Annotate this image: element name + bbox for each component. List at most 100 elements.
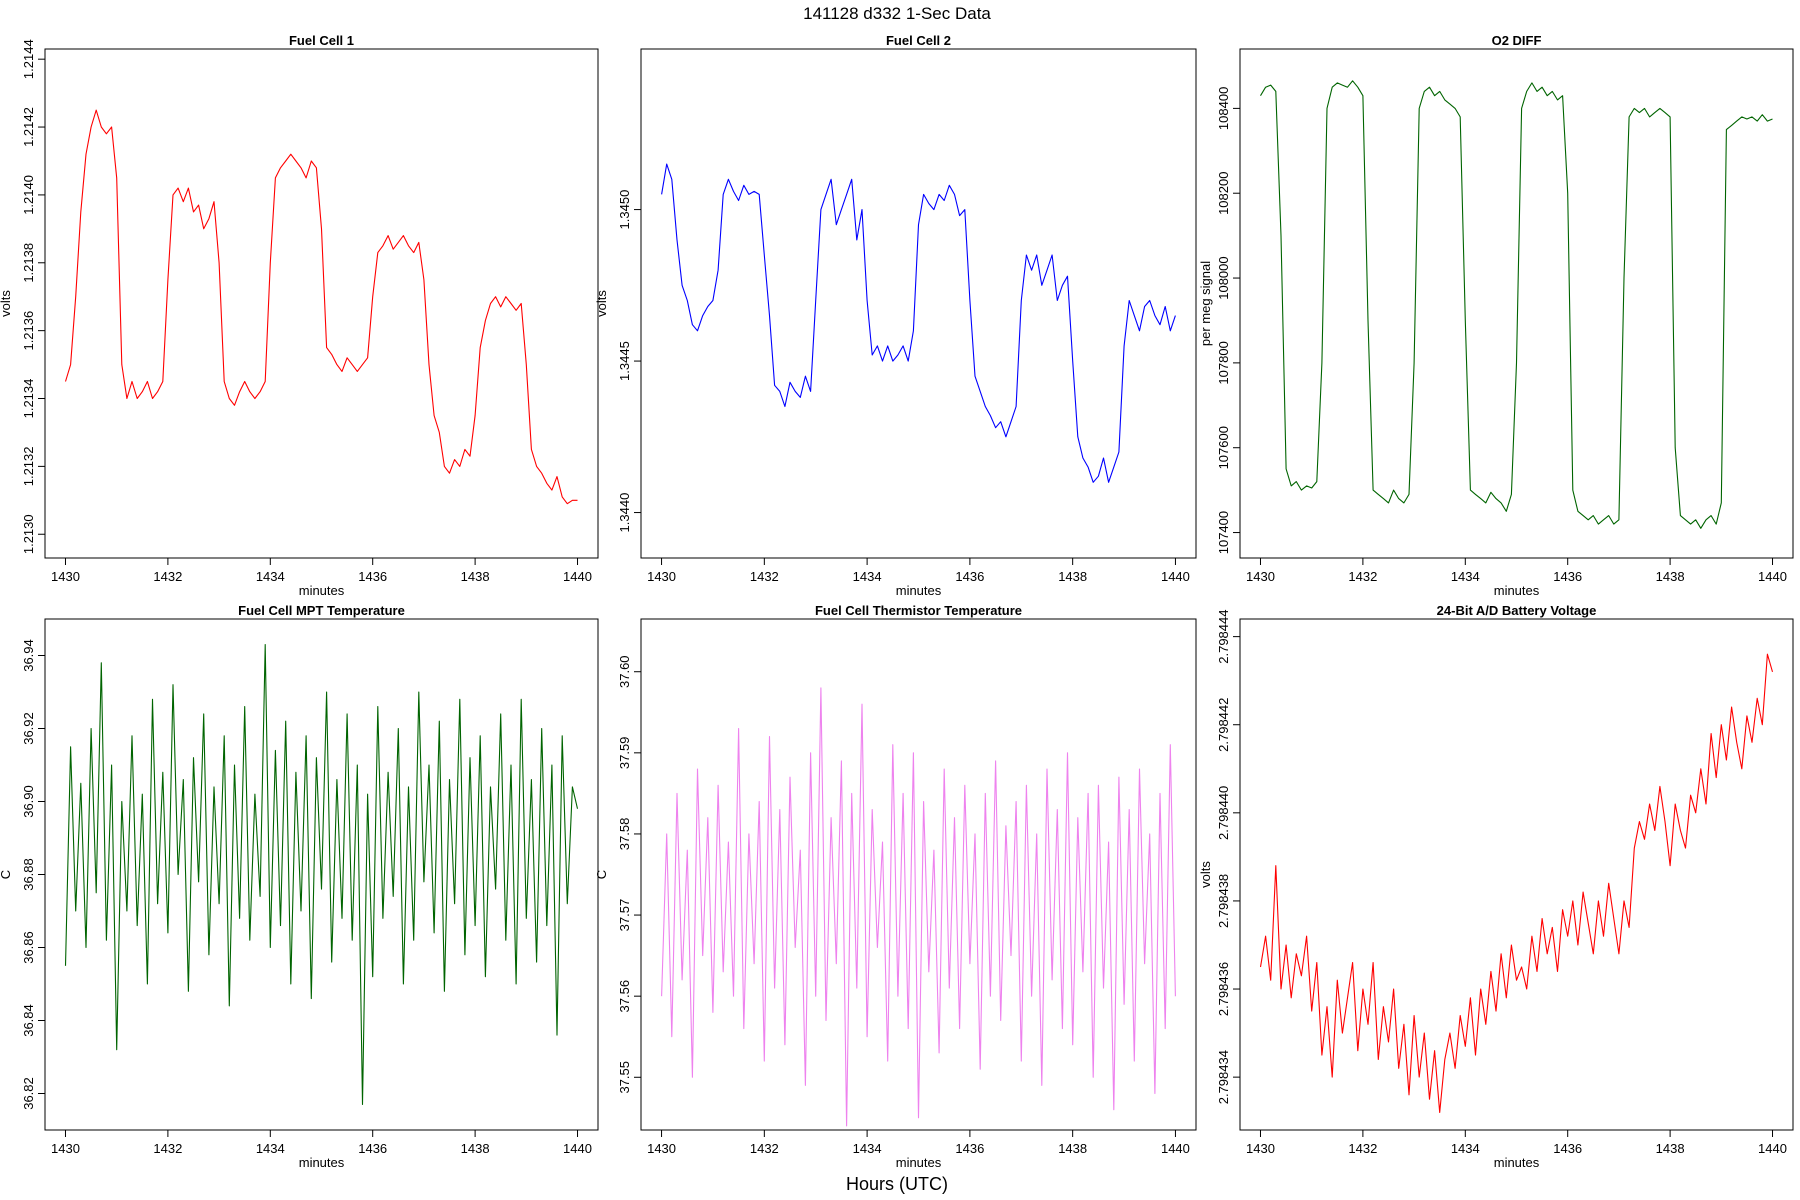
y-tick-label: 1.3440: [617, 493, 632, 533]
panel-title: Fuel Cell MPT Temperature: [238, 603, 405, 618]
x-tick-label: 1430: [1246, 569, 1275, 584]
y-tick-label: 108200: [1216, 172, 1231, 215]
x-tick-label: 1440: [563, 1141, 592, 1156]
plot-frame: [640, 48, 1197, 559]
panel-grid: Fuel Cell 1 1430 1432 1434 1436 1438 1440 minut…: [0, 33, 1794, 1170]
x-axis-label: minutes: [896, 583, 942, 598]
y-axis-label: per meg signal: [1198, 261, 1213, 346]
y-tick-label: 1.2130: [21, 514, 36, 554]
y-tick-label: 2.798442: [1216, 698, 1231, 752]
x-tick-label: 1434: [1451, 569, 1480, 584]
y-tick-label: 1.2136: [21, 311, 36, 351]
y-tick-label: 2.798434: [1216, 1050, 1231, 1104]
x-tick-label: 1434: [256, 569, 285, 584]
plot-frame: [640, 618, 1197, 1131]
y-tick-label: 37.58: [617, 818, 632, 851]
x-axis-label: minutes: [1494, 1155, 1540, 1170]
x-axis-label: minutes: [1494, 583, 1540, 598]
x-axis-label: minutes: [299, 583, 345, 598]
y-tick-label: 2.798438: [1216, 874, 1231, 928]
panel-therm: Fuel Cell Thermistor Temperature 1430 1432…: [594, 603, 1197, 1170]
y-tick-label: 37.55: [617, 1061, 632, 1094]
y-tick-label: 2.798444: [1216, 610, 1231, 664]
x-tick-label: 1438: [1656, 569, 1685, 584]
series-line: [1259, 653, 1774, 1113]
x-axis-label: minutes: [299, 1155, 345, 1170]
y-tick-label: 36.94: [21, 639, 36, 672]
x-tick-label: 1432: [153, 569, 182, 584]
x-tick-label: 1440: [1161, 1141, 1190, 1156]
plot-frame: [1239, 48, 1794, 559]
x-tick-label: 1438: [461, 1141, 490, 1156]
y-tick-label: 36.84: [21, 1004, 36, 1037]
x-tick-label: 1436: [358, 1141, 387, 1156]
series-line: [1260, 80, 1773, 529]
figure-xlabel: Hours (UTC): [846, 1174, 948, 1194]
y-tick-label: 37.57: [617, 899, 632, 932]
y-tick-label: 36.86: [21, 931, 36, 964]
y-axis-label: volts: [0, 290, 13, 317]
y-tick-label: 1.2144: [21, 39, 36, 79]
y-tick-label: 108400: [1216, 87, 1231, 130]
x-tick-label: 1432: [750, 1141, 779, 1156]
panel-mpt: Fuel Cell MPT Temperature 1430 1432 1434 143…: [0, 603, 599, 1170]
x-tick-label: 1438: [461, 569, 490, 584]
y-tick-label: 1.3450: [617, 190, 632, 230]
series-line: [661, 163, 1176, 483]
panel-fc2: Fuel Cell 2 1430 1432 1434 1436 1438 1440 minut…: [594, 33, 1197, 598]
x-tick-label: 1436: [955, 1141, 984, 1156]
panel-fc1: Fuel Cell 1 1430 1432 1434 1436 1438 1440 minut…: [0, 33, 599, 598]
x-tick-label: 1434: [853, 569, 882, 584]
x-tick-label: 1440: [1161, 569, 1190, 584]
x-tick-label: 1434: [256, 1141, 285, 1156]
x-tick-label: 1434: [1451, 1141, 1480, 1156]
y-tick-label: 36.92: [21, 712, 36, 745]
x-tick-label: 1432: [153, 1141, 182, 1156]
y-tick-label: 2.798436: [1216, 962, 1231, 1016]
x-tick-label: 1430: [1246, 1141, 1275, 1156]
y-tick-label: 2.798440: [1216, 786, 1231, 840]
x-axis-label: minutes: [896, 1155, 942, 1170]
y-tick-label: 1.2142: [21, 107, 36, 147]
x-tick-label: 1432: [750, 569, 779, 584]
y-tick-label: 37.56: [617, 980, 632, 1013]
y-axis-label: volts: [1198, 861, 1213, 888]
x-tick-label: 1436: [358, 569, 387, 584]
y-tick-label: 1.3445: [617, 341, 632, 381]
y-tick-label: 108000: [1216, 256, 1231, 299]
panel-title: Fuel Cell 2: [886, 33, 951, 48]
y-tick-label: 1.2138: [21, 243, 36, 283]
series-line: [64, 644, 579, 1106]
y-tick-label: 37.59: [617, 737, 632, 770]
panel-o2: O2 DIFF 1430 1432 1434 1436 1438 1440 minutes 10…: [1198, 33, 1794, 598]
panel-title: O2 DIFF: [1492, 33, 1542, 48]
y-tick-label: 37.60: [617, 655, 632, 688]
panel-title: 24-Bit A/D Battery Voltage: [1437, 603, 1597, 618]
x-tick-label: 1430: [51, 1141, 80, 1156]
x-tick-label: 1436: [955, 569, 984, 584]
x-tick-label: 1434: [853, 1141, 882, 1156]
y-tick-label: 1.2134: [21, 379, 36, 419]
x-tick-label: 1430: [647, 569, 676, 584]
panel-batt: 24-Bit A/D Battery Voltage 1430 1432 1434 14…: [1198, 603, 1794, 1170]
x-tick-label: 1438: [1656, 1141, 1685, 1156]
x-tick-label: 1432: [1348, 569, 1377, 584]
x-tick-label: 1438: [1058, 1141, 1087, 1156]
x-tick-label: 1440: [1758, 569, 1787, 584]
y-tick-label: 107400: [1216, 511, 1231, 554]
series-line: [661, 687, 1176, 1127]
y-tick-label: 36.82: [21, 1077, 36, 1110]
y-tick-label: 36.90: [21, 785, 36, 818]
x-tick-label: 1438: [1058, 569, 1087, 584]
plot-frame: [1239, 618, 1794, 1131]
y-axis-label: C: [0, 870, 13, 879]
x-tick-label: 1436: [1553, 1141, 1582, 1156]
plot-frame: [44, 48, 599, 559]
figure-title: 141128 d332 1-Sec Data: [803, 4, 991, 23]
y-tick-label: 107600: [1216, 426, 1231, 469]
y-tick-label: 1.2140: [21, 175, 36, 215]
x-tick-label: 1432: [1348, 1141, 1377, 1156]
y-axis-label: C: [594, 870, 609, 879]
y-tick-label: 1.2132: [21, 446, 36, 486]
